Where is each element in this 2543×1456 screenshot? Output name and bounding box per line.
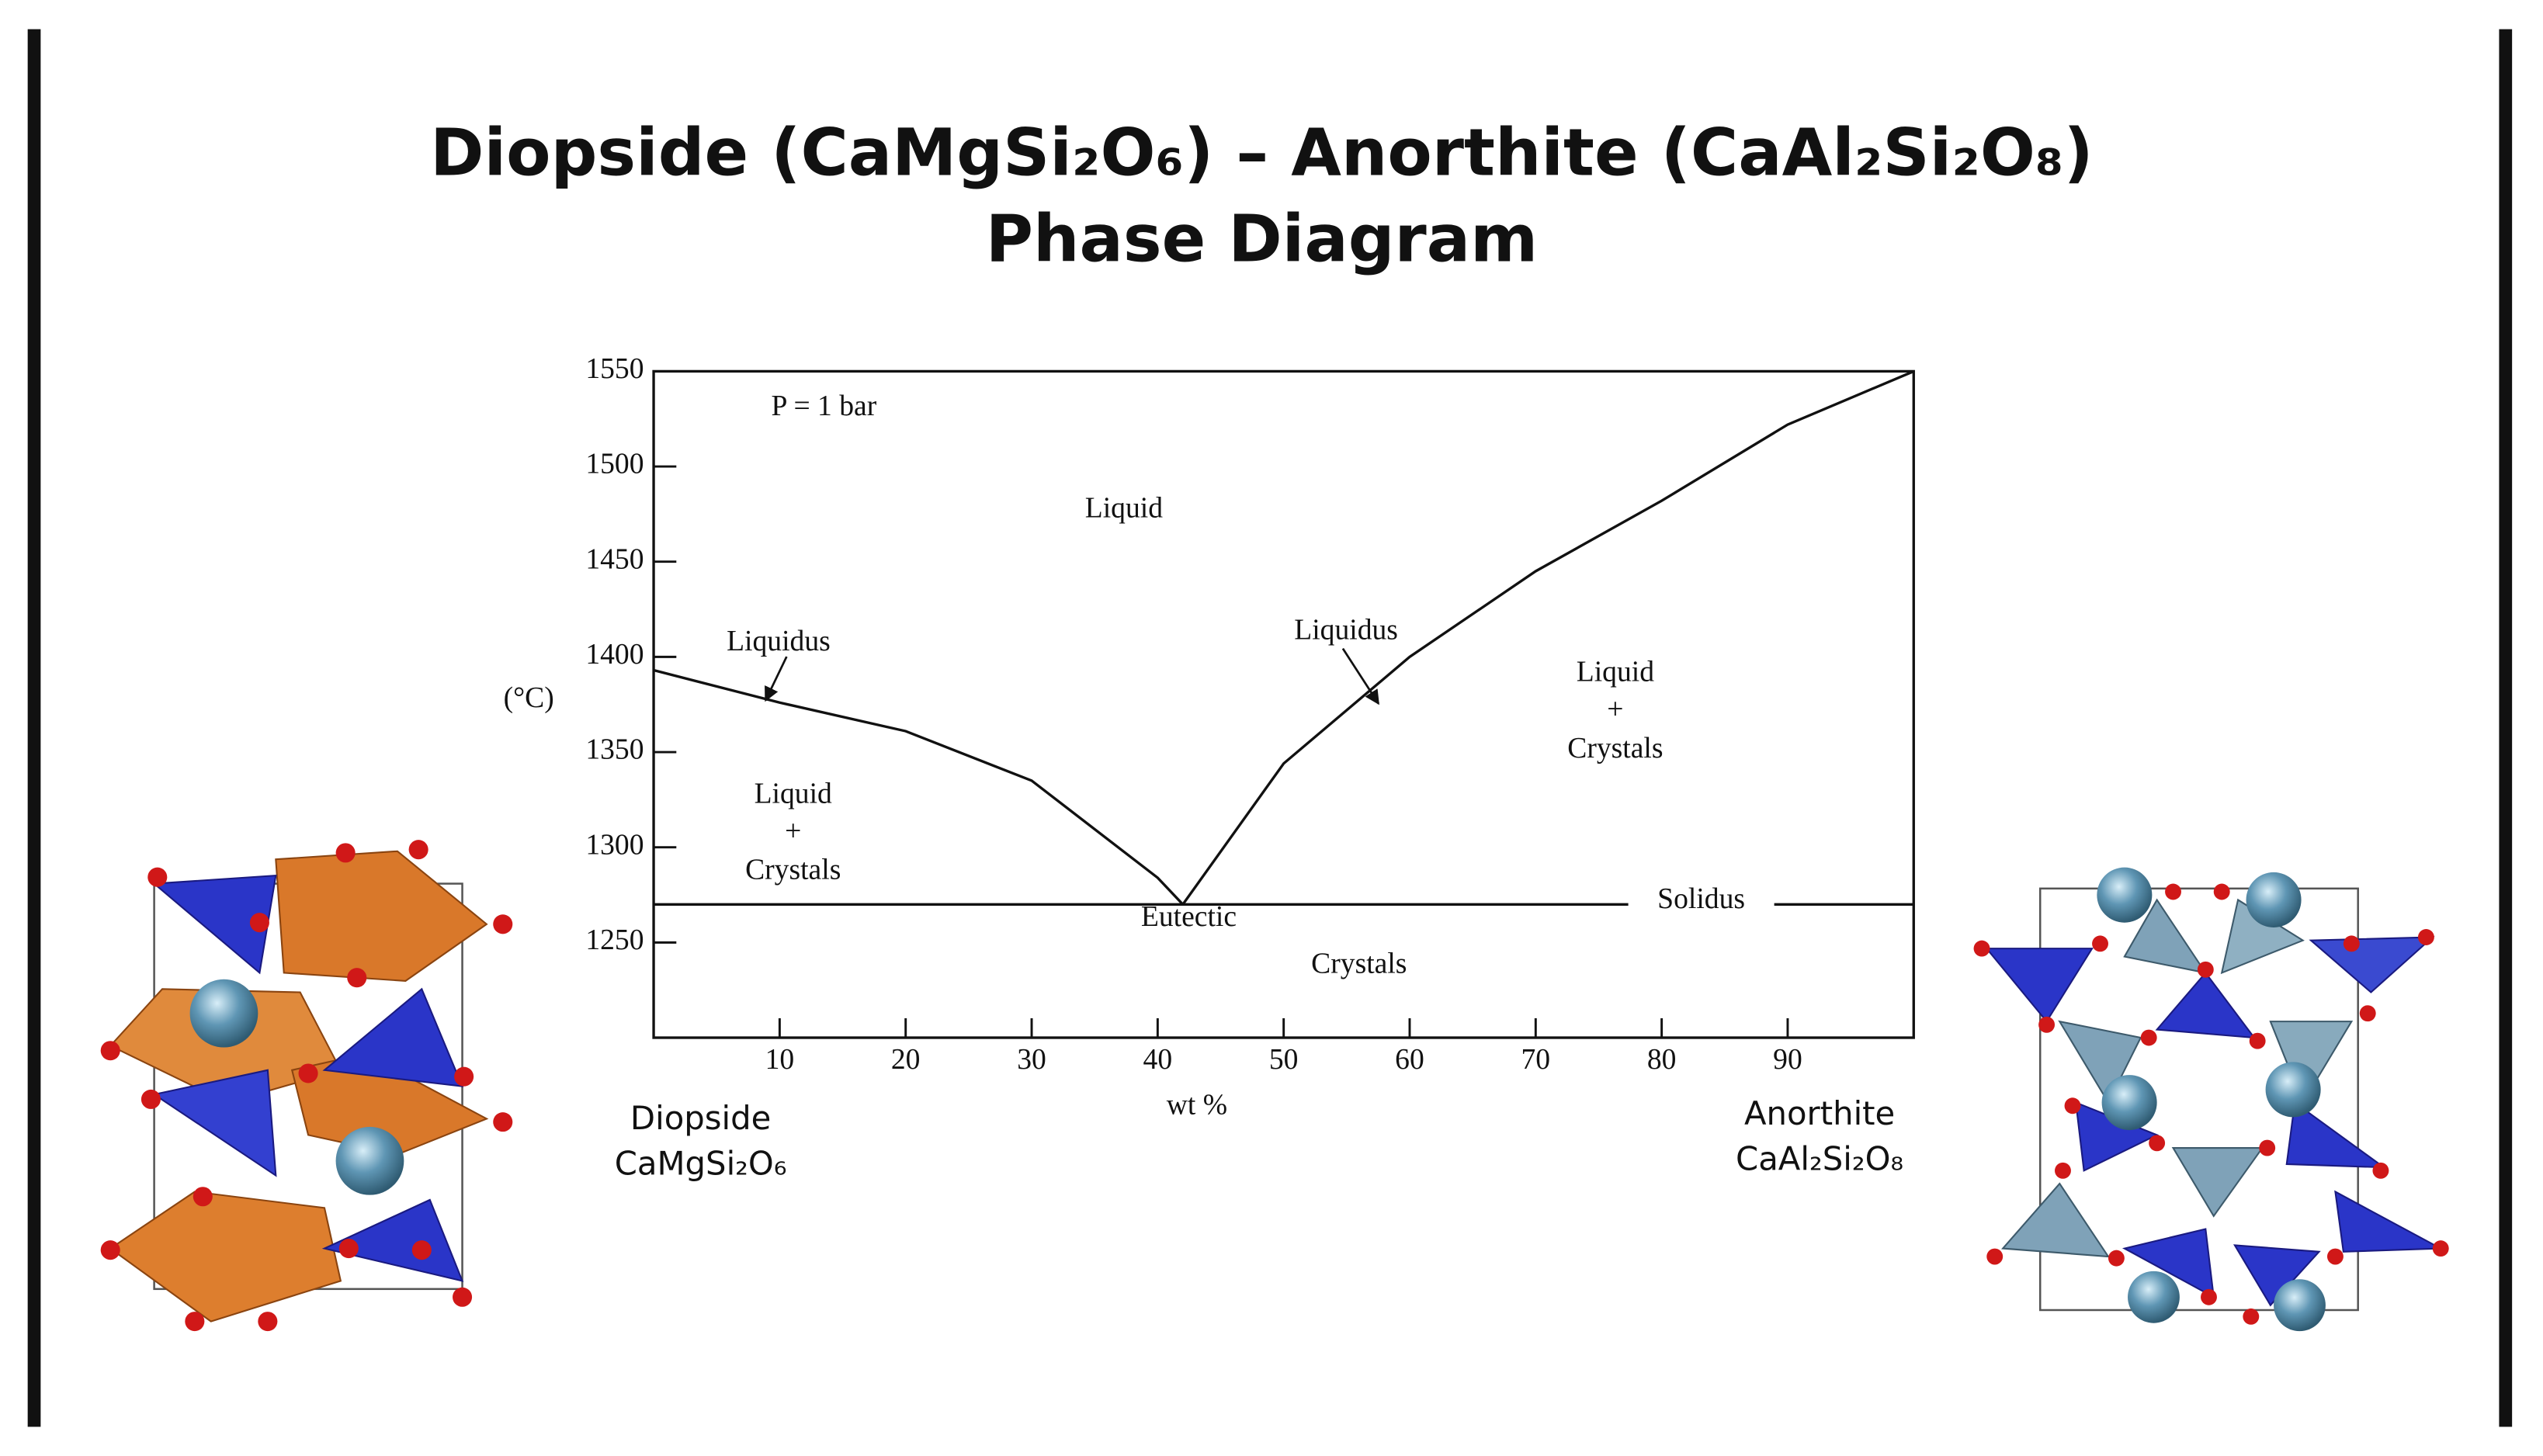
annotation: Crystals	[1567, 732, 1663, 764]
x-tick-label: 20	[891, 1043, 921, 1076]
x-tick-label: 80	[1647, 1043, 1677, 1076]
annotation: Crystals	[1311, 948, 1407, 980]
y-tick-label: 1450	[585, 543, 644, 575]
component-formula: CaAl₂Si₂O₈	[1736, 1139, 1903, 1177]
annotation: Liquid	[755, 777, 832, 809]
y-tick-label: 1250	[585, 924, 644, 956]
chart-title: Diopside (CaMgSi₂O₆) – Anorthite (CaAl₂S…	[430, 115, 2094, 191]
annotation: Liquid	[1085, 492, 1163, 525]
x-tick-label: 10	[765, 1043, 795, 1076]
component-name: Diopside	[630, 1099, 771, 1137]
anorthite-structure	[1973, 867, 2449, 1332]
left-border	[27, 29, 41, 1427]
x-axis-label: wt %	[1167, 1088, 1227, 1121]
phase-boundary	[1181, 369, 1914, 906]
annotation: Solidus	[1657, 882, 1745, 915]
label-background	[1628, 883, 1775, 917]
annotation: Liquidus	[727, 625, 831, 657]
x-tick-label: 30	[1017, 1043, 1046, 1076]
y-tick-label: 1550	[585, 352, 644, 385]
x-tick-label: 70	[1521, 1043, 1551, 1076]
arrow	[764, 656, 788, 702]
y-tick-label: 1300	[585, 828, 644, 861]
x-tick-label: 90	[1773, 1043, 1802, 1076]
annotation: +	[785, 814, 801, 847]
y-tick-label: 1350	[585, 733, 644, 766]
annotation: Liquid	[1577, 656, 1654, 688]
x-tick-label: 60	[1395, 1043, 1424, 1076]
x-tick-label: 50	[1269, 1043, 1299, 1076]
x-tick-label: 40	[1143, 1043, 1173, 1076]
diopside-structure	[100, 840, 513, 1332]
chart-subtitle: Phase Diagram	[986, 200, 1538, 276]
y-axis-label: (°C)	[504, 681, 554, 714]
phase-boundary	[653, 668, 1185, 906]
annotation: P = 1 bar	[772, 390, 877, 422]
annotation: Eutectic	[1141, 900, 1237, 933]
annotation: +	[1607, 693, 1623, 726]
y-tick-label: 1400	[585, 638, 644, 671]
component-name: Anorthite	[1744, 1094, 1895, 1132]
right-border	[2499, 29, 2513, 1427]
y-tick-label: 1500	[585, 448, 644, 480]
annotation: Crystals	[745, 854, 841, 886]
annotation: Liquidus	[1294, 613, 1398, 646]
component-formula: CaMgSi₂O₆	[615, 1145, 787, 1183]
arrow	[1341, 647, 1380, 705]
